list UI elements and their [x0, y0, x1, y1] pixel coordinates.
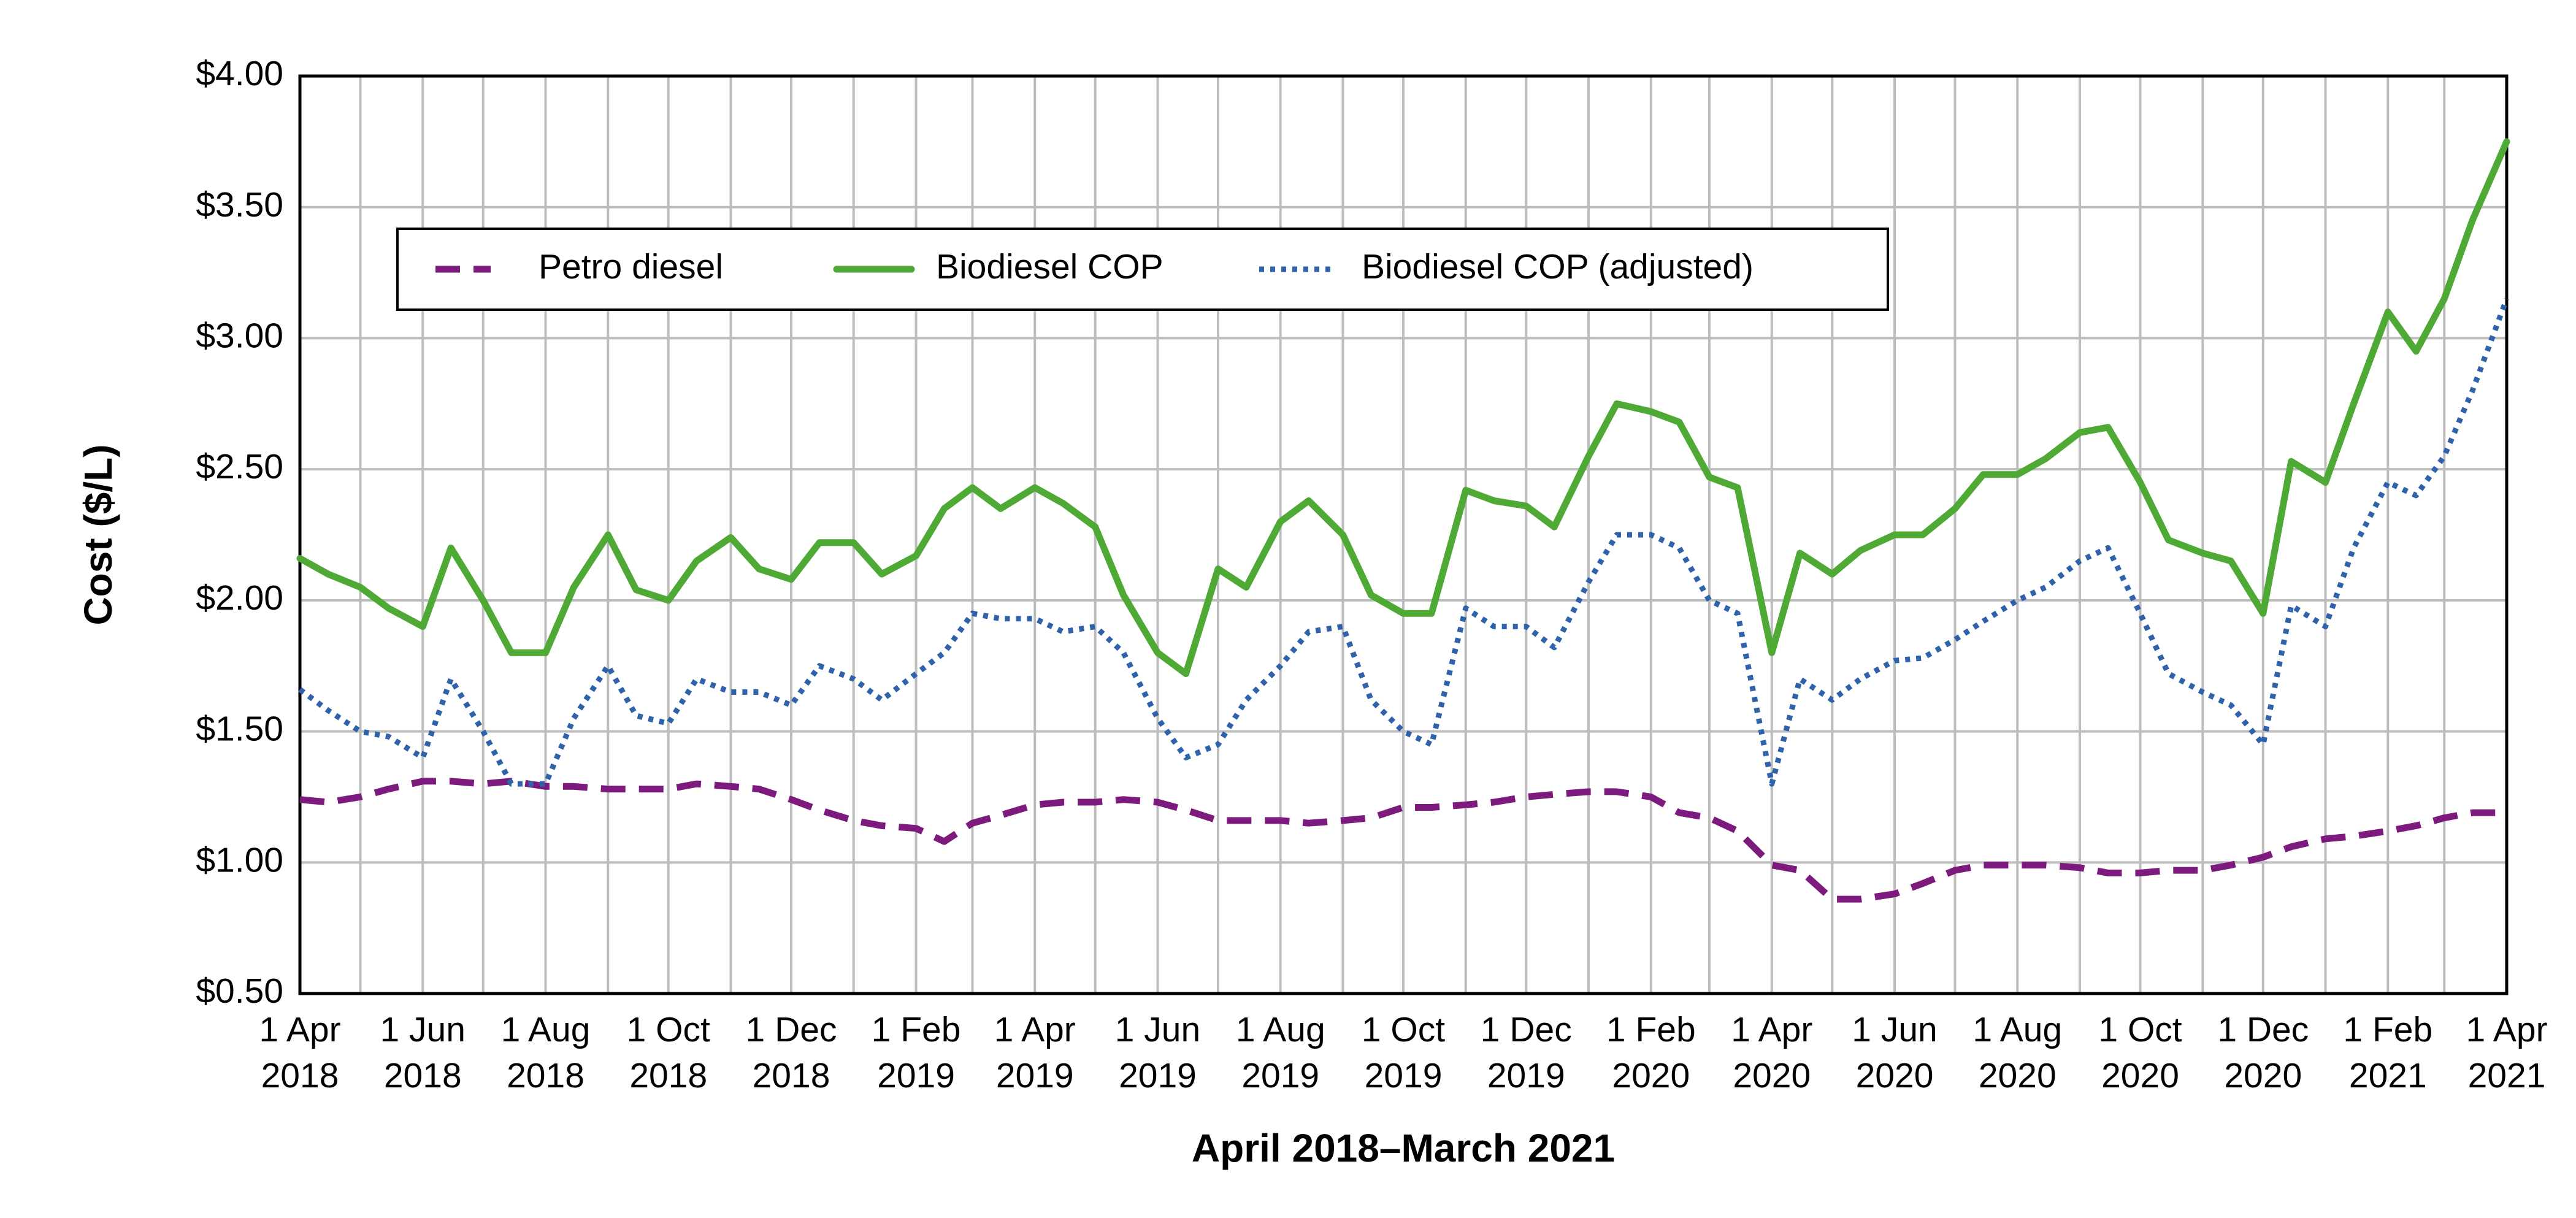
x-tick-label: 1 Aug	[1236, 1010, 1325, 1049]
x-tick-label: 2020	[1612, 1056, 1690, 1095]
x-tick-label: 1 Feb	[2343, 1010, 2432, 1049]
x-tick-label: 2018	[384, 1056, 462, 1095]
x-tick-label: 1 Dec	[2217, 1010, 2309, 1049]
x-tick-label: 2021	[2468, 1056, 2546, 1095]
x-tick-label: 2020	[1733, 1056, 1811, 1095]
x-tick-label: 2018	[261, 1056, 339, 1095]
x-tick-label: 1 Dec	[1481, 1010, 1572, 1049]
x-tick-label: 1 Apr	[259, 1010, 340, 1049]
x-tick-label: 1 Aug	[501, 1010, 591, 1049]
x-tick-label: 2019	[1365, 1056, 1443, 1095]
x-tick-label: 1 Feb	[872, 1010, 961, 1049]
series-line	[299, 778, 2507, 903]
x-tick-label: 2018	[629, 1056, 707, 1095]
x-tick-label: 1 Apr	[2466, 1010, 2547, 1049]
series-line	[296, 138, 2510, 677]
x-tick-label: 2020	[2101, 1056, 2179, 1095]
y-axis-title: Cost ($/L)	[76, 444, 120, 625]
x-tick-label: 1 Oct	[2098, 1010, 2182, 1049]
x-tick-label: 2018	[753, 1056, 830, 1095]
y-tick-label: $2.00	[196, 578, 283, 618]
x-tick-label: 1 Apr	[1731, 1010, 1812, 1049]
y-tick-label: $3.00	[196, 316, 283, 355]
x-tick-label: 1 Aug	[1972, 1010, 2062, 1049]
y-tick-label: $0.50	[196, 971, 283, 1011]
x-tick-label: 2020	[1979, 1056, 2057, 1095]
x-tick-label: 1 Jun	[1115, 1010, 1200, 1049]
plot-border	[298, 74, 2509, 995]
x-tick-label: 1 Apr	[994, 1010, 1076, 1049]
y-tick-label: $1.50	[196, 710, 283, 749]
x-axis-title: April 2018–March 2021	[1192, 1126, 1615, 1170]
x-tick-label: 2019	[1241, 1056, 1319, 1095]
y-tick-label: $2.50	[196, 447, 283, 486]
x-tick-label: 1 Dec	[746, 1010, 837, 1049]
x-tick-label: 1 Jun	[1852, 1010, 1937, 1049]
x-tick-label: 2020	[1856, 1056, 1934, 1095]
x-tick-label: 2019	[877, 1056, 955, 1095]
x-tick-label: 2019	[1119, 1056, 1197, 1095]
legend-label: Biodiesel COP (adjusted)	[1362, 247, 1754, 286]
x-tick-label: 2021	[2349, 1056, 2427, 1095]
y-tick-label: $3.50	[196, 185, 283, 224]
x-tick-label: 2018	[507, 1056, 585, 1095]
x-tick-label: 1 Oct	[627, 1010, 710, 1049]
legend-label: Petro diesel	[539, 247, 723, 286]
x-tick-label: 1 Oct	[1362, 1010, 1445, 1049]
legend-box	[396, 228, 1889, 311]
x-tick-label: 2019	[996, 1056, 1074, 1095]
x-tick-label: 2020	[2224, 1056, 2302, 1095]
x-tick-label: 1 Feb	[1606, 1010, 1696, 1049]
x-tick-label: 1 Jun	[380, 1010, 466, 1049]
y-tick-label: $1.00	[196, 840, 283, 879]
legend-label: Biodiesel COP	[936, 247, 1163, 286]
x-tick-label: 2019	[1487, 1056, 1565, 1095]
y-tick-label: $4.00	[196, 54, 283, 93]
